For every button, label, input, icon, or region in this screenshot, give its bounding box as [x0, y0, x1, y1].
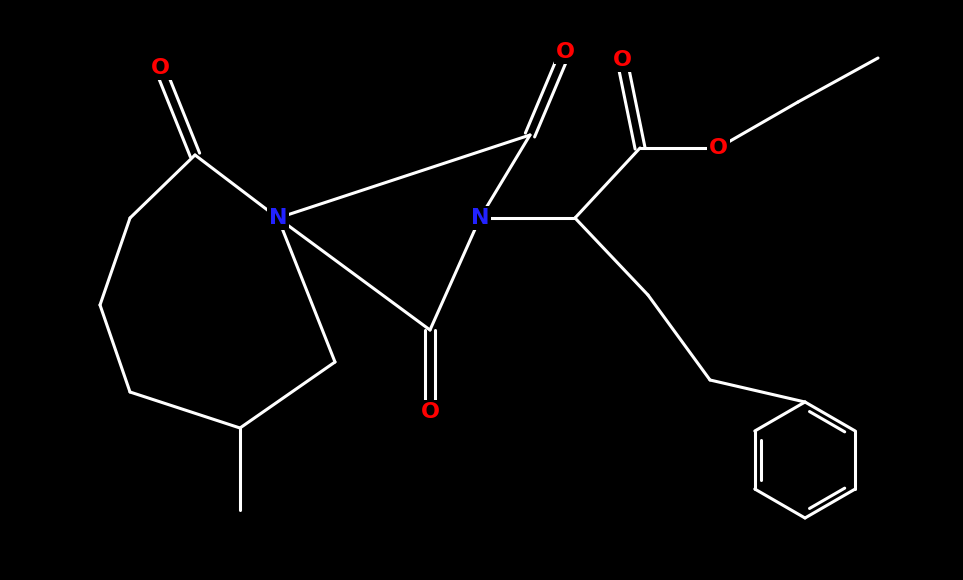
Text: N: N — [269, 208, 287, 228]
Text: O: O — [150, 58, 169, 78]
Text: O: O — [421, 402, 439, 422]
Text: O: O — [612, 50, 632, 70]
Text: N: N — [471, 208, 489, 228]
Text: O: O — [709, 138, 727, 158]
Text: O: O — [556, 42, 575, 62]
